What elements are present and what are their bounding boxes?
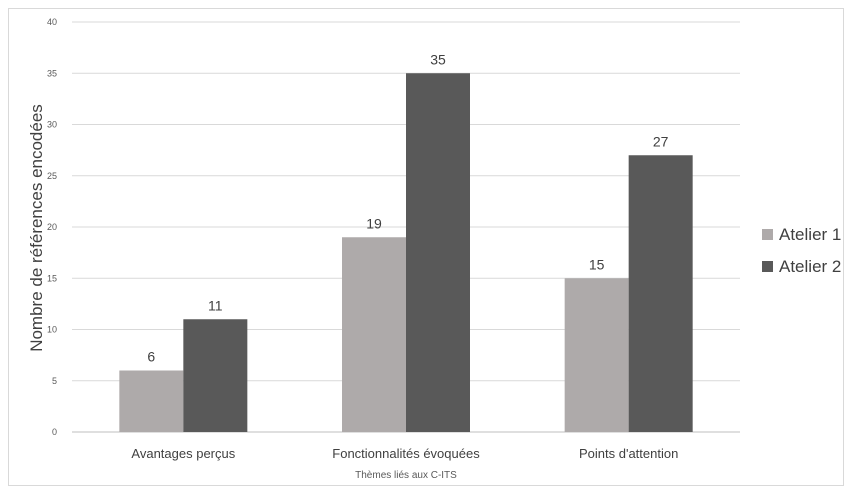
x-tick-label: Points d'attention	[579, 446, 678, 461]
y-tick-label: 15	[47, 273, 57, 283]
data-label: 6	[147, 349, 155, 365]
legend-swatch	[762, 261, 773, 272]
bars	[119, 73, 693, 432]
y-tick-label: 10	[47, 325, 57, 335]
y-tick-label: 40	[47, 17, 57, 27]
bar	[564, 278, 629, 432]
data-label: 27	[653, 133, 669, 149]
legend-swatch	[762, 229, 773, 240]
x-axis-ticks: Avantages perçus Fonctionnalités évoquées…	[131, 446, 678, 461]
y-tick-label: 5	[52, 376, 57, 386]
y-tick-label: 0	[52, 427, 57, 437]
bar	[342, 237, 406, 432]
y-axis-label: Nombre de références encodées	[27, 104, 46, 352]
legend-label: Atelier 1	[779, 225, 841, 244]
x-tick-label: Fonctionnalités évoquées	[332, 446, 480, 461]
data-label: 35	[430, 51, 446, 67]
data-labels: 6 11 19 35 15 27	[147, 51, 668, 364]
y-tick-label: 20	[47, 222, 57, 232]
x-tick-label: Avantages perçus	[131, 446, 235, 461]
bar	[183, 319, 248, 432]
y-axis-ticks: 0 5 10 15 20 25 30 35 40	[47, 17, 57, 437]
data-label: 15	[589, 256, 605, 272]
data-label: 11	[208, 297, 223, 313]
bar	[119, 370, 184, 432]
y-tick-label: 30	[47, 120, 57, 130]
bar	[406, 73, 470, 432]
legend: Atelier 1 Atelier 2	[762, 225, 841, 276]
bar	[628, 155, 693, 432]
x-axis-label: Thèmes liés aux C-ITS	[355, 470, 457, 481]
data-label: 19	[366, 215, 382, 231]
y-tick-label: 25	[47, 171, 57, 181]
legend-label: Atelier 2	[779, 257, 841, 276]
y-tick-label: 35	[47, 68, 57, 78]
